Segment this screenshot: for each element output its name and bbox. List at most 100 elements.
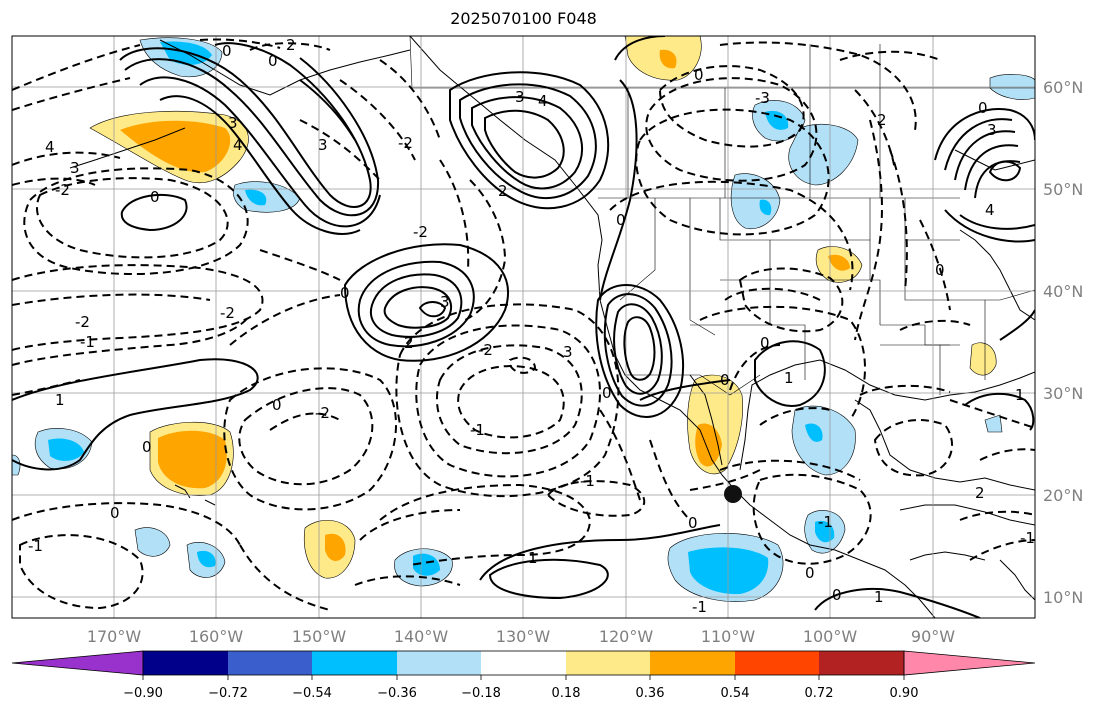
contour-label: -1: [692, 598, 707, 616]
dashed-contours: [12, 38, 1035, 611]
contour-label: 3: [70, 159, 80, 177]
contour-label: 0: [340, 284, 350, 302]
contour-label: 4: [538, 92, 548, 110]
lat-label: 10°N: [1043, 588, 1083, 607]
contour-label: 0: [222, 42, 232, 60]
colorbar-swatch: [481, 651, 566, 675]
colorbar-tick-label: −0.36: [377, 686, 417, 701]
contour-label: -2: [413, 223, 428, 241]
contour-label: 2: [877, 111, 887, 129]
coastlines: [69, 36, 1035, 618]
contour-label: -2: [315, 404, 330, 422]
contour-label: -1: [80, 333, 95, 351]
colorbar-swatch: [735, 651, 819, 675]
solid-contours: [12, 36, 1035, 618]
lon-label: 100°W: [803, 627, 858, 646]
lon-label: 120°W: [599, 627, 654, 646]
contour-label: 0: [688, 514, 698, 532]
graticule: [12, 36, 1035, 618]
contour-label: 2: [498, 182, 508, 200]
contour-label: 3: [440, 293, 450, 311]
contour-label: 3: [987, 121, 997, 139]
colorbar-swatch: [228, 651, 312, 675]
lat-label: 50°N: [1043, 180, 1083, 199]
colorbar-tick-label: 0.72: [805, 686, 834, 701]
lat-label: 60°N: [1043, 78, 1083, 97]
colorbar-extend-high: [903, 650, 1036, 676]
contour-label: 3: [318, 136, 328, 154]
contour-label: 0: [142, 438, 152, 456]
colorbar-swatch: [143, 651, 228, 675]
contour-label: 0: [694, 66, 704, 84]
contour-label: 0: [110, 504, 120, 522]
contour-label: 4: [985, 201, 995, 219]
contour-label: 0: [832, 586, 842, 604]
longitude-labels: 170°W 160°W 150°W 140°W 130°W 120°W 110°…: [87, 627, 955, 646]
contour-label: -1: [580, 472, 595, 490]
colorbar-swatch: [650, 651, 735, 675]
contour-label: -1: [818, 513, 833, 531]
contour-label: -2: [75, 313, 90, 331]
contour-label: 1: [784, 369, 794, 387]
contour-labels: 0 0 2 3 4 3 0 3 -2 4 -2 -1 -2 1 0 0 -1 0…: [28, 36, 1035, 616]
contour-label: 1: [55, 391, 65, 409]
colorbar-extend-low: [11, 650, 144, 676]
lat-label: 30°N: [1043, 384, 1083, 403]
contour-label: 0: [150, 188, 160, 206]
contour-label: 0: [935, 261, 945, 279]
colorbar-tick-label: −0.90: [123, 686, 163, 701]
contour-label: 3: [563, 343, 573, 361]
lat-label: 40°N: [1043, 282, 1083, 301]
lon-label: 170°W: [87, 627, 142, 646]
lon-label: 90°W: [911, 627, 955, 646]
colorbar-tick-label: 0.90: [890, 686, 919, 701]
contour-label: 4: [45, 138, 55, 156]
contour-label: 2: [975, 484, 985, 502]
contour-label: 0: [616, 211, 626, 229]
colorbar-tick-label: 0.18: [552, 686, 581, 701]
lon-label: 130°W: [496, 627, 551, 646]
map-title: 2025070100 F048: [450, 9, 597, 28]
contour-label: 4: [233, 136, 243, 154]
contour-label: -2: [398, 134, 413, 152]
colorbar-swatch: [819, 651, 904, 675]
contour-label: 2: [404, 334, 414, 352]
colorbar-tick-label: 0.54: [721, 686, 750, 701]
map-frame: [11, 35, 1036, 619]
contour-label: 0: [805, 564, 815, 582]
contour-label: -1: [470, 421, 485, 439]
contour-label: -2: [220, 304, 235, 322]
colorbar-swatch: [397, 651, 481, 675]
contour-label: 0: [272, 396, 282, 414]
contour-label: 0: [760, 334, 770, 352]
contour-label: 3: [515, 88, 525, 106]
map-area: 0 0 2 3 4 3 0 3 -2 4 -2 -1 -2 1 0 0 -1 0…: [12, 36, 1035, 618]
contour-label: -2: [478, 341, 493, 359]
colorbar-tick-label: −0.72: [208, 686, 248, 701]
contour-label: 0: [720, 371, 730, 389]
contour-label: 0: [602, 384, 612, 402]
contour-label: -3: [755, 89, 770, 107]
lon-label: 140°W: [394, 627, 449, 646]
colorbar: −0.90 −0.72 −0.54 −0.36 −0.18 0.18 0.36 …: [11, 650, 1036, 701]
lon-label: 160°W: [189, 627, 244, 646]
colorbar-tick-label: 0.36: [636, 686, 665, 701]
colorbar-tick-label: −0.54: [292, 686, 332, 701]
contour-label: 0: [978, 99, 988, 117]
contour-label: 1: [1015, 386, 1025, 404]
storm-center-marker: [724, 485, 742, 503]
contour-label: 1: [874, 588, 884, 606]
colorbar-swatch: [566, 651, 650, 675]
contour-label: -1: [28, 537, 43, 555]
contour-label: 1: [528, 549, 538, 567]
contour-label: 0: [268, 52, 278, 70]
political-borders: [409, 36, 1035, 396]
colorbar-swatch: [312, 651, 397, 675]
contour-label: -1: [1020, 529, 1035, 547]
latitude-labels: 60°N 50°N 40°N 30°N 20°N 10°N: [1043, 78, 1083, 607]
lon-label: 110°W: [701, 627, 756, 646]
contour-label: -2: [55, 181, 70, 199]
lon-label: 150°W: [292, 627, 347, 646]
contour-label: 3: [228, 114, 238, 132]
